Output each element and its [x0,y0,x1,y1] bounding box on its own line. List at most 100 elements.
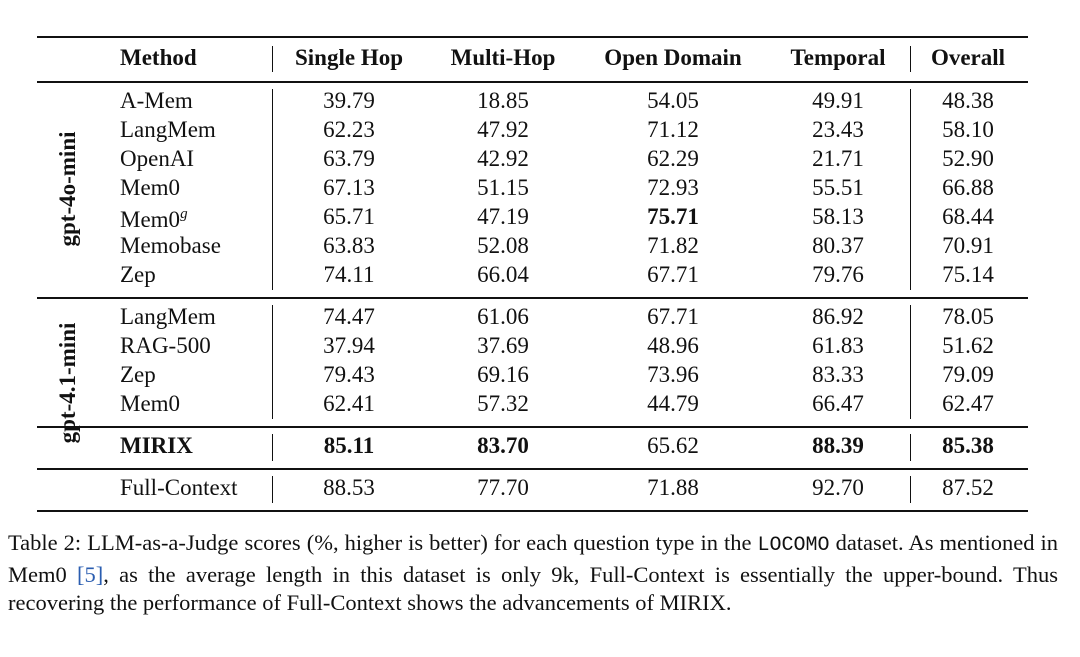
score-cell: 80.37 [812,233,864,258]
score-cell: 88.39 [812,433,864,458]
score-cell: 87.52 [942,475,994,500]
column-separator [272,434,273,461]
method-name: Memobase [120,232,221,260]
method-name: Mem0 [120,174,180,202]
group-label: gpt-4o-mini [55,131,80,247]
caption-text: , as the average length in this dataset … [8,561,1058,616]
table-rule [37,297,1028,299]
method-name: Full-Context [120,474,238,502]
score-cell: 75.71 [647,204,699,229]
score-cell: 88.53 [323,475,375,500]
column-separator [910,476,911,503]
score-cell: 71.88 [647,475,699,500]
method-name: LangMem [120,116,216,144]
score-cell: 65.62 [647,433,699,458]
score-cell: 67.71 [647,304,699,329]
score-cell: 66.04 [477,262,529,287]
column-separator [272,89,273,290]
score-cell: 63.83 [323,233,375,258]
score-cell: 57.32 [477,391,529,416]
score-cell: 54.05 [647,88,699,113]
table-caption: Table 2: LLM-as-a-Judge scores (%, highe… [8,529,1058,618]
caption-text: dataset. As mentioned in Mem0 [8,530,1058,587]
score-cell: 74.11 [323,262,375,287]
method-name: LangMem [120,303,216,331]
score-cell: 85.38 [942,433,994,458]
score-cell: 23.43 [812,117,864,142]
score-cell: 52.90 [942,146,994,171]
score-cell: 71.12 [647,117,699,142]
table-rule [37,426,1028,428]
method-text: Zep [120,262,156,287]
dataset-name: LOCOMO [757,534,830,557]
column-separator [272,46,273,72]
method-name: OpenAI [120,145,194,173]
method-name: Zep [120,361,156,389]
method-text: MIRIX [120,433,193,458]
method-text: Full-Context [120,475,238,500]
table-rule [37,510,1028,512]
score-cell: 67.13 [323,175,375,200]
score-cell: 47.92 [477,117,529,142]
score-cell: 63.79 [323,146,375,171]
score-cell: 44.79 [647,391,699,416]
method-superscript: g [180,206,188,223]
method-text: LangMem [120,304,216,329]
column-separator [910,46,911,72]
score-cell: 58.13 [812,204,864,229]
score-cell: 58.10 [942,117,994,142]
method-text: Mem0 [120,206,181,232]
score-cell: 37.94 [323,333,375,358]
score-cell: 69.16 [477,362,529,387]
method-text: Mem0 [120,175,181,200]
column-header: Temporal [790,45,886,70]
score-cell: 21.71 [812,146,864,171]
method-name: Mem0g [120,200,188,234]
method-name: A-Mem [120,87,193,115]
score-cell: 49.91 [812,88,864,113]
table-rule [37,468,1028,470]
score-cell: 18.85 [477,88,529,113]
score-cell: 52.08 [477,233,529,258]
method-text: OpenAI [120,146,195,171]
score-cell: 72.93 [647,175,699,200]
method-text: LangMem [120,117,216,142]
score-cell: 70.91 [942,233,994,258]
score-cell: 71.82 [647,233,699,258]
column-header: Open Domain [604,45,742,70]
method-text: Mem0 [120,391,181,416]
score-cell: 48.38 [942,88,994,113]
column-separator [910,89,911,290]
score-cell: 74.47 [323,304,375,329]
score-cell: 66.47 [812,391,864,416]
score-cell: 85.11 [323,433,375,458]
score-cell: 83.70 [477,433,529,458]
method-text: Memobase [120,233,221,258]
column-separator [272,305,273,419]
score-cell: 65.71 [323,204,375,229]
table-rule [37,36,1028,38]
column-separator [272,476,273,503]
score-cell: 39.79 [323,88,375,113]
score-cell: 68.44 [942,204,994,229]
score-cell: 61.83 [812,333,864,358]
method-text: RAG-500 [120,333,211,358]
score-cell: 42.92 [477,146,529,171]
column-header: Single Hop [294,45,404,70]
score-cell: 92.70 [812,475,864,500]
method-name: MIRIX [120,432,193,460]
score-cell: 79.76 [812,262,864,287]
method-text: A-Mem [120,88,193,113]
score-cell: 66.88 [942,175,994,200]
score-cell: 83.33 [812,362,864,387]
column-separator [910,434,911,461]
citation-link: [5] [77,561,104,587]
score-cell: 51.62 [942,333,994,358]
method-name: RAG-500 [120,332,211,360]
score-cell: 78.05 [942,304,994,329]
score-cell: 55.51 [812,175,864,200]
score-cell: 86.92 [812,304,864,329]
score-cell: 79.43 [323,362,375,387]
score-cell: 67.71 [647,262,699,287]
